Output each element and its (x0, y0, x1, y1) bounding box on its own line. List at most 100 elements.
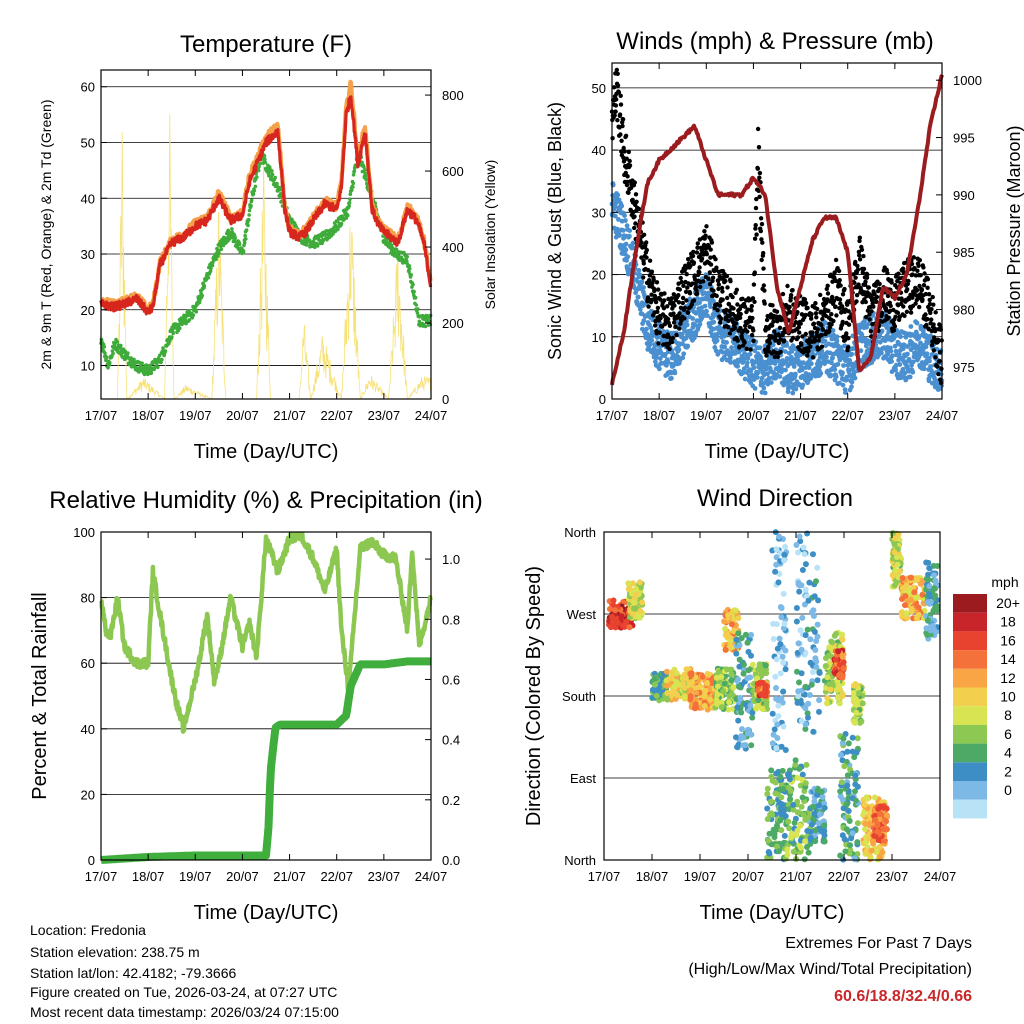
wind-direction-point (733, 734, 739, 741)
wind-gust-point (853, 259, 858, 265)
wind-gust-point (888, 303, 893, 309)
wind-direction-point (728, 677, 735, 684)
wind-gust-point (677, 326, 682, 331)
wind-gust-point (920, 297, 925, 302)
winds-y2label: Station Pressure (Maroon) (1004, 125, 1024, 336)
dewpoint-point (258, 162, 262, 166)
wind-direction-point (748, 742, 755, 749)
wind-gust-point (727, 331, 733, 336)
wind-direction-point (720, 688, 727, 695)
dewpoint-point (237, 242, 242, 246)
temperature-xtick-label: 24/07 (415, 408, 448, 423)
wind-direction-point (785, 818, 792, 825)
wind-gust-point (717, 303, 723, 308)
winds-xtick-label: 18/07 (643, 408, 676, 423)
wind-speed-point (790, 390, 796, 396)
temperature-xtick-label: 20/07 (226, 408, 259, 423)
dewpoint-point (346, 213, 350, 218)
wind-gust-point (905, 287, 910, 292)
winds-xlabel: Time (Day/UTC) (705, 441, 850, 463)
wind-gust-point (809, 316, 814, 321)
wind-gust-point (644, 255, 649, 260)
winds-ytick-label: 40 (592, 143, 606, 158)
wind-gust-point (819, 344, 825, 349)
dewpoint-point (197, 300, 202, 305)
wind-gust-point (753, 205, 759, 211)
solar-insolation-line (101, 114, 431, 401)
wind-gust-point (757, 194, 762, 199)
wind-speed-point (849, 351, 855, 357)
wind-direction-point (799, 614, 806, 621)
wind-speed-point (762, 390, 768, 396)
humidity-y2tick-label: 0.6 (442, 672, 460, 687)
wind-direction-point (781, 620, 788, 627)
dewpoint-point (352, 169, 357, 173)
wind-gust-point (641, 275, 646, 280)
wind-gust-point (837, 278, 842, 283)
wind-gust-point (658, 315, 663, 321)
wind-direction-point (807, 659, 814, 666)
dewpoint-point (275, 181, 279, 186)
wind-direction-point (740, 734, 747, 741)
wind-direction-point (839, 693, 846, 699)
wind-gust-point (730, 294, 735, 300)
wind-gust-point (759, 257, 764, 263)
wind-direction-point (786, 776, 793, 783)
wind-gust-point (808, 344, 813, 349)
dewpoint-point (364, 178, 369, 182)
wind-direction-point (839, 636, 846, 643)
wind-direction-point (736, 642, 743, 649)
wind-gust-point (815, 327, 820, 332)
winds-ytick-label: 50 (592, 81, 606, 96)
wind-direction-point (782, 813, 789, 820)
wind-direction-point (827, 686, 834, 693)
wind-speed-point (680, 355, 686, 361)
wind-gust-point (833, 257, 839, 263)
wind-gust-point (718, 316, 724, 321)
wind-direction-point (797, 822, 804, 829)
wind-speed-point (898, 334, 903, 340)
winds-xtick-label: 21/07 (784, 408, 817, 423)
wind-direction-point (718, 704, 725, 711)
dewpoint-point (161, 346, 165, 350)
wind-gust-point (844, 331, 849, 336)
humidity-y2tick-label: 0.2 (442, 793, 460, 808)
wind-gust-point (785, 283, 790, 289)
wind-direction-point (755, 666, 762, 673)
humidity-ytick-label: 0 (88, 853, 95, 868)
wind-direction-point (639, 599, 646, 606)
dewpoint-point (414, 303, 419, 307)
dewpoint-point (351, 181, 356, 186)
wind-direction-point (687, 687, 694, 694)
wind-gust-point (857, 235, 862, 240)
wind-direction-point (671, 683, 678, 690)
wind-gust-point (636, 206, 642, 212)
dewpoint-point (221, 243, 226, 248)
wind-gust-point (669, 339, 675, 345)
wind-speed-point (623, 218, 628, 223)
wind-gust-point (626, 149, 631, 155)
wind-speed-point (783, 367, 788, 373)
wind-speed-point (888, 348, 894, 354)
wind-gust-point (861, 266, 867, 272)
wind-gust-point (735, 338, 740, 343)
wind-direction-point (782, 543, 789, 550)
wind-gust-point (810, 330, 815, 335)
wind-gust-point (698, 284, 703, 290)
wind-direction-point (810, 551, 816, 558)
winds-ytick-label: 0 (599, 392, 606, 407)
wind-speed-point (784, 343, 790, 348)
wind-direction-point (817, 811, 823, 818)
wind-gust-point (790, 335, 796, 341)
wind-gust-point (670, 335, 676, 341)
wind-direction-point (836, 682, 843, 689)
dewpoint-point (217, 251, 221, 256)
wind-direction-point (821, 822, 828, 829)
wind-gust-point (797, 330, 802, 335)
wind-speed-point (669, 375, 674, 381)
dewpoint-point (405, 254, 410, 259)
wind-direction-point (734, 704, 741, 711)
wind-direction-point (730, 684, 737, 691)
wind-direction-point (623, 619, 630, 626)
wind-gust-point (703, 233, 708, 238)
